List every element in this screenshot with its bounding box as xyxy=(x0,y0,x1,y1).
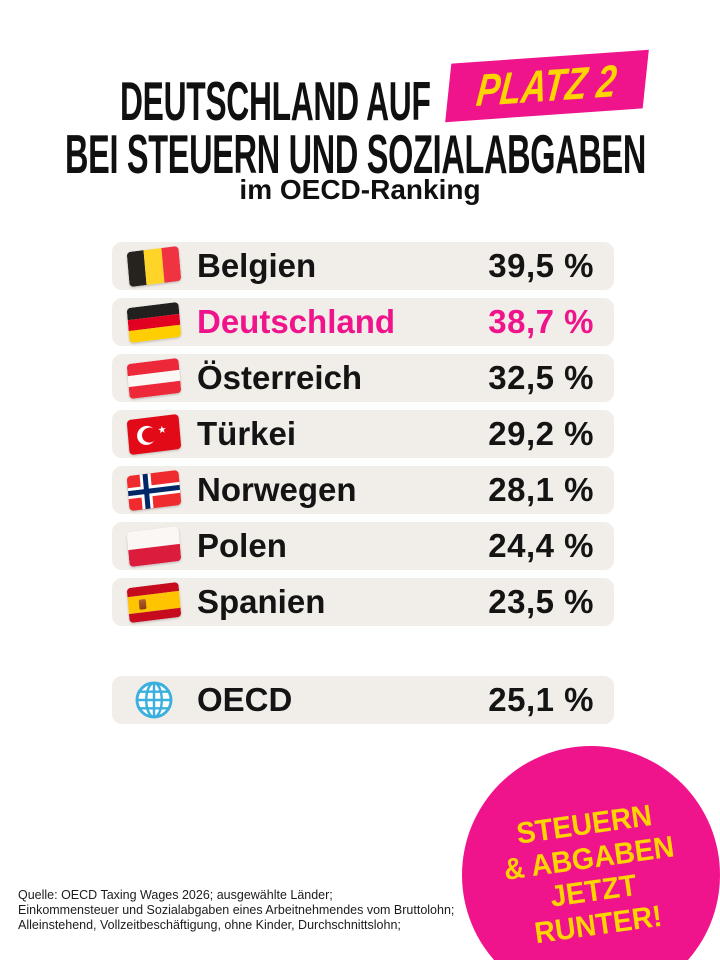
country-value: 29,2 % xyxy=(488,415,594,452)
country-value: 24,4 % xyxy=(488,527,594,564)
platz-badge: PLATZ 2 xyxy=(445,49,649,123)
ranking-rows: Belgien 39,5 % Deutschland 38,7 % Österreich… xyxy=(112,242,614,634)
summary-label: OECD xyxy=(197,681,293,718)
norway-flag xyxy=(125,469,183,511)
sticker-badge: STEUERN & ABGABEN JETZT RUNTER! xyxy=(462,746,720,960)
globe-icon xyxy=(125,680,183,720)
country-label: Österreich xyxy=(197,359,363,396)
ranking-row: Polen 24,4 % xyxy=(112,522,614,570)
summary-row: OECD 25,1 % xyxy=(112,676,614,724)
source-line: Quelle: OECD Taxing Wages 2026; ausgewäh… xyxy=(18,888,333,902)
austria-flag xyxy=(125,357,183,399)
title-line-2: BEI STEUERN UND SOZIALABGABEN xyxy=(65,123,646,185)
platz-badge-label: PLATZ 2 xyxy=(474,54,620,117)
source-note: Quelle: OECD Taxing Wages 2026; ausgewäh… xyxy=(18,888,454,933)
country-value: 23,5 % xyxy=(488,583,594,620)
country-label: Deutschland xyxy=(197,303,396,340)
country-label: Spanien xyxy=(197,583,326,620)
country-label: Belgien xyxy=(197,247,317,284)
source-line: Einkommensteuer und Sozialabgaben eines … xyxy=(18,903,455,917)
ranking-row: Belgien 39,5 % xyxy=(112,242,614,290)
ranking-row: ★ Türkei 29,2 % xyxy=(112,410,614,458)
country-label: Norwegen xyxy=(197,471,357,508)
belgium-flag xyxy=(125,245,183,287)
country-label: Polen xyxy=(197,527,287,564)
spain-flag xyxy=(125,581,183,623)
sticker-text: STEUERN & ABGABEN JETZT RUNTER! xyxy=(497,797,686,954)
country-value: 28,1 % xyxy=(488,471,594,508)
ranking-row: Norwegen 28,1 % xyxy=(112,466,614,514)
ranking-row: Spanien 23,5 % xyxy=(112,578,614,626)
poland-flag xyxy=(125,525,183,567)
country-value: 39,5 % xyxy=(488,247,594,284)
country-value: 38,7 % xyxy=(488,303,594,340)
turkey-flag: ★ xyxy=(125,413,183,455)
country-value: 32,5 % xyxy=(488,359,594,396)
ranking-row: Österreich 32,5 % xyxy=(112,354,614,402)
title-line-1: DEUTSCHLAND AUF xyxy=(120,70,431,132)
germany-flag xyxy=(125,301,183,343)
subtitle: im OECD-Ranking xyxy=(239,174,481,205)
summary-value: 25,1 % xyxy=(488,681,594,718)
source-line: Alleinstehend, Vollzeitbeschäftigung, oh… xyxy=(18,918,401,932)
country-label: Türkei xyxy=(197,415,297,452)
ranking-row: Deutschland 38,7 % xyxy=(112,298,614,346)
